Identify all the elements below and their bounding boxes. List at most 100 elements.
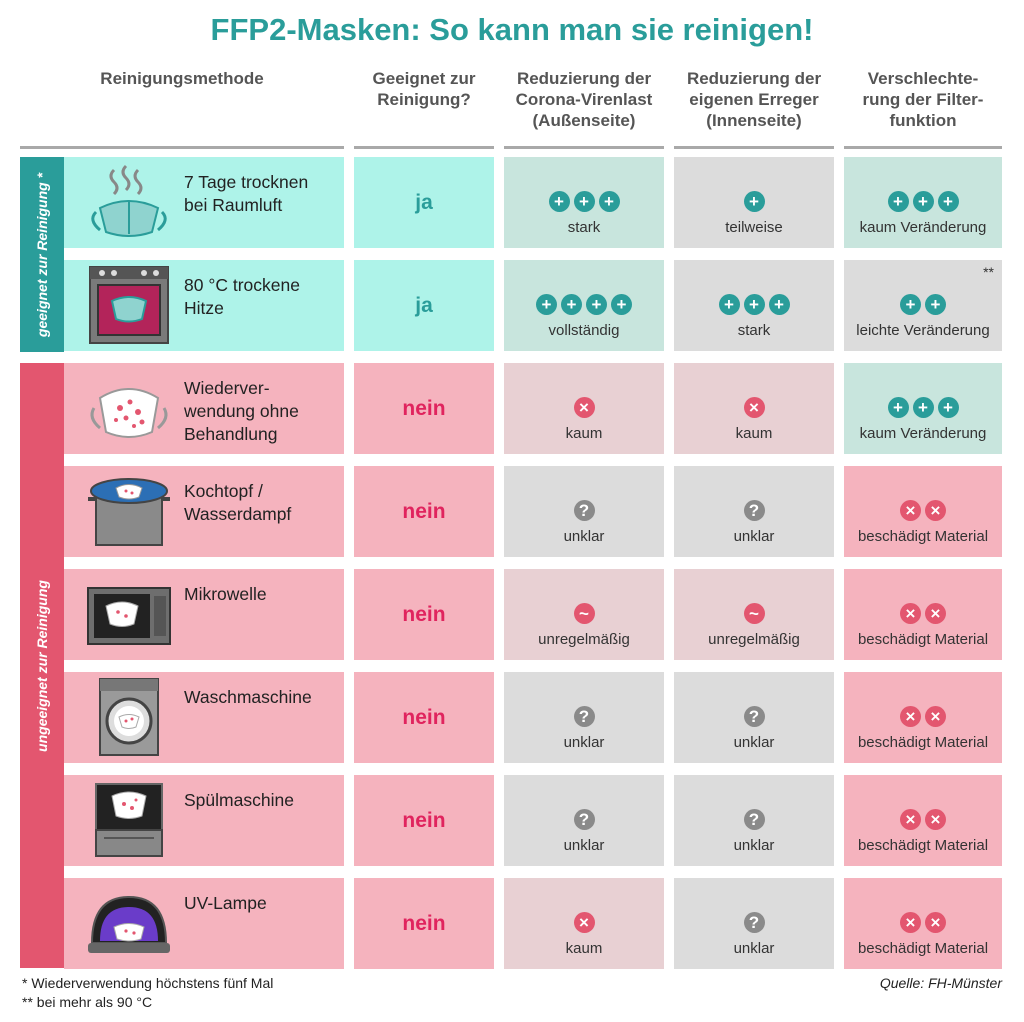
suitability-verdict: nein (354, 878, 494, 969)
outside-rating: × kaum (504, 363, 664, 454)
plus-icon: + (768, 294, 790, 315)
washing-machine-icon (86, 677, 172, 757)
rating-symbols: ? (504, 809, 664, 830)
inside-rating: ? unklar (674, 672, 834, 763)
plus-icon: + (743, 191, 765, 212)
plus-icon: + (937, 191, 959, 212)
filter-rating: × × beschädigt Material (844, 775, 1002, 866)
outside-rating: ? unklar (504, 672, 664, 763)
question-icon: ? (573, 500, 595, 521)
header-suitable: Geeignet zur Reinigung? (372, 69, 476, 109)
outside-rating: + + + stark (504, 157, 664, 248)
inside-rating: + + + stark (674, 260, 834, 351)
rating-symbols: + + + (504, 191, 664, 212)
rating-symbols: + + + (674, 294, 834, 315)
inside-rating: × kaum (674, 363, 834, 454)
suitability-verdict: nein (354, 672, 494, 763)
suitability-verdict: nein (354, 466, 494, 557)
inside-rating: ? unklar (674, 775, 834, 866)
oven-icon (86, 265, 172, 345)
footnote-1: * Wiederverwendung höchstens fünf Mal (22, 975, 274, 991)
method-label: Kochtopf / Wasserdampf (184, 481, 292, 524)
tilde-icon: ~ (573, 603, 595, 624)
plus-icon: + (925, 294, 946, 315)
filter-rating: + + + kaum Veränderung (844, 363, 1002, 454)
rating-symbols: ? (504, 500, 664, 521)
rating-symbols: × (504, 912, 664, 933)
cross-icon: × (900, 706, 921, 727)
cross-icon: × (900, 809, 921, 830)
rating-symbols: × (674, 397, 834, 418)
question-icon: ? (573, 809, 595, 830)
rating-symbols: ? (504, 706, 664, 727)
method-label: Spülmaschine (184, 790, 294, 810)
rating-symbols: + + + (844, 191, 1002, 212)
header-divider (674, 146, 834, 149)
rating-symbols: + + + + (504, 294, 664, 315)
method-cell: UV-Lampe (64, 878, 344, 969)
question-icon: ? (743, 706, 765, 727)
outside-rating: ~ unregelmäßig (504, 569, 664, 660)
group-suitable-bar: geeignet zur Reinigung * (20, 157, 64, 352)
rating-symbols: + + (844, 294, 1002, 315)
filter-rating: × × beschädigt Material (844, 569, 1002, 660)
plus-icon: + (718, 294, 740, 315)
rating-label: unklar (733, 837, 775, 854)
uv-lamp-icon (86, 883, 172, 963)
rating-label: unregelmäßig (708, 631, 800, 648)
question-icon: ? (743, 912, 765, 933)
question-icon: ? (743, 500, 765, 521)
rating-symbols: × × (844, 603, 1002, 624)
inside-rating: ~ unregelmäßig (674, 569, 834, 660)
plus-icon: + (912, 191, 934, 212)
microwave-icon (86, 574, 172, 654)
rating-label: unregelmäßig (538, 631, 630, 648)
header-inside: Reduzierung der eigenen Erreger (Innense… (686, 69, 822, 130)
method-cell: Spülmaschine (64, 775, 344, 866)
footnote-2: ** bei mehr als 90 °C (22, 994, 153, 1010)
rating-label: unklar (563, 734, 605, 751)
method-cell: 7 Tage trocknen bei Raumluft (64, 157, 344, 248)
plus-icon: + (611, 294, 632, 315)
rating-label: kaum Veränderung (859, 219, 987, 236)
plus-icon: + (561, 294, 582, 315)
rating-symbols: ? (674, 912, 834, 933)
method-cell: Kochtopf / Wasserdampf (64, 466, 344, 557)
plus-icon: + (900, 294, 921, 315)
method-label: Waschmaschine (184, 687, 312, 707)
rating-label: unklar (563, 528, 605, 545)
rating-label: beschädigt Material (857, 631, 989, 648)
cooking-pot-icon (86, 471, 172, 551)
rating-label: beschädigt Material (857, 528, 989, 545)
rating-symbols: ? (674, 500, 834, 521)
group-suitable-label: geeignet zur Reinigung * (34, 172, 50, 337)
source-credit: Quelle: FH-Münster (879, 975, 1002, 991)
method-label: 7 Tage trocknen bei Raumluft (184, 172, 309, 215)
rating-label: leichte Veränderung (856, 322, 990, 339)
filter-rating: × × beschädigt Material (844, 672, 1002, 763)
rating-label: stark (567, 219, 601, 236)
rating-symbols: × (504, 397, 664, 418)
rating-label: unklar (733, 940, 775, 957)
rating-label: kaum Veränderung (859, 425, 987, 442)
rating-label: stark (737, 322, 771, 339)
rating-label: unklar (733, 734, 775, 751)
suitability-verdict: nein (354, 775, 494, 866)
note-marker: ** (983, 264, 994, 280)
cross-icon: × (925, 603, 946, 624)
cross-icon: × (925, 912, 946, 933)
header-divider (844, 146, 1002, 149)
header-divider (354, 146, 494, 149)
cross-icon: × (925, 500, 946, 521)
rating-label: unklar (733, 528, 775, 545)
outside-rating: ? unklar (504, 466, 664, 557)
filter-rating: × × beschädigt Material (844, 466, 1002, 557)
question-icon: ? (743, 809, 765, 830)
header-filter: Verschlechte- rung der Filter- funktion (862, 69, 984, 130)
rating-label: beschädigt Material (857, 837, 989, 854)
plus-icon: + (598, 191, 620, 212)
method-label: UV-Lampe (184, 893, 267, 913)
method-label: Wiederver- wendung ohne Behandlung (184, 378, 299, 444)
rating-label: kaum (565, 940, 603, 957)
dirty-mask-icon (86, 368, 172, 448)
